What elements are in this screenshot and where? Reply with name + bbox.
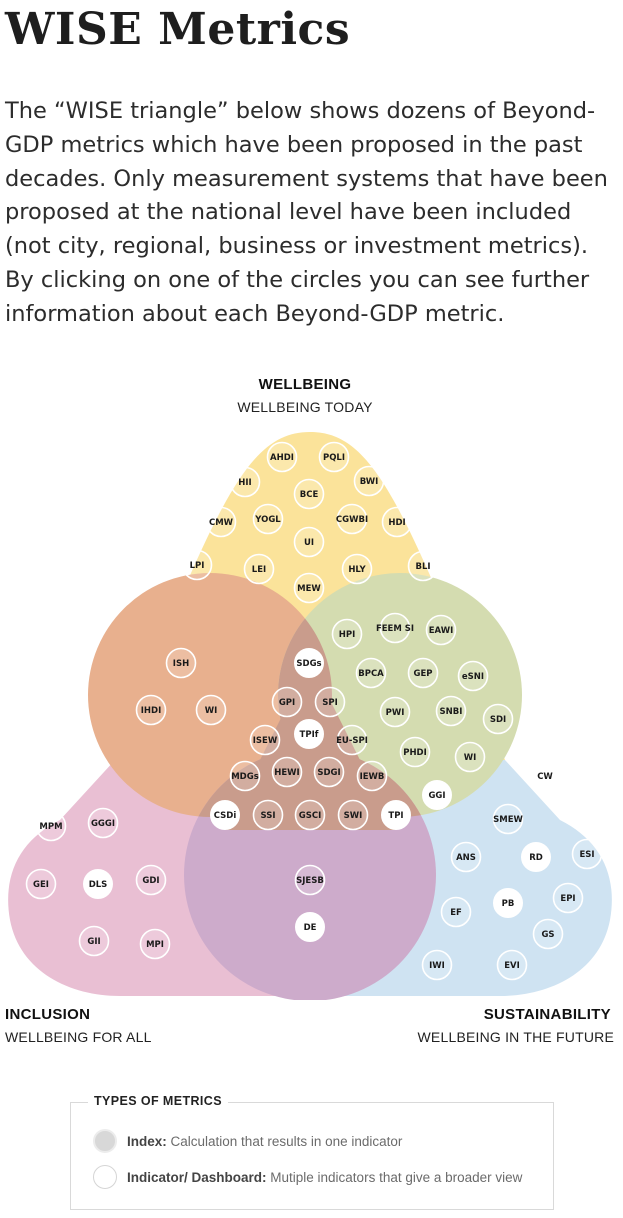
metric-tpif-30[interactable]: TPIf: [294, 719, 324, 749]
metric-bwi-3[interactable]: BWI: [353, 465, 385, 497]
legend-row-index: Index: Calculation that results in one i…: [93, 1127, 402, 1155]
metric-cmw-5[interactable]: CMW: [205, 506, 237, 538]
metric-esi-49[interactable]: ESI: [571, 838, 603, 870]
metric-gep-21[interactable]: GEP: [407, 657, 439, 689]
metric-hly-12[interactable]: HLY: [341, 553, 373, 585]
metric-cgwbi-7[interactable]: CGWBI: [336, 503, 368, 535]
metric-ahdi-0[interactable]: AHDI: [266, 441, 298, 473]
metric-mdgs-36[interactable]: MDGs: [229, 760, 261, 792]
metric-wi-34[interactable]: WI: [454, 741, 486, 773]
metric-ish-18[interactable]: ISH: [165, 647, 197, 679]
legend-dashboard-label: Indicator/ Dashboard:: [127, 1169, 267, 1185]
metric-gggi-48[interactable]: GGGI: [87, 807, 119, 839]
metric-eu-spi-32[interactable]: EU-SPI: [336, 724, 368, 756]
metric-lpi-10[interactable]: LPI: [181, 549, 213, 581]
metric-eawi-17[interactable]: EAWI: [425, 614, 457, 646]
metric-pqli-1[interactable]: PQLI: [318, 441, 350, 473]
metric-sdgi-38[interactable]: SDGI: [313, 756, 345, 788]
metric-lei-11[interactable]: LEI: [243, 553, 275, 585]
metric-bce-4[interactable]: BCE: [293, 478, 325, 510]
metric-esni-22[interactable]: eSNI: [457, 660, 489, 692]
inclusion-subheading: WELLBEING FOR ALL: [5, 1029, 152, 1045]
metric-snbi-28[interactable]: SNBI: [435, 695, 467, 727]
metric-gdi-54[interactable]: GDI: [135, 864, 167, 896]
metric-epi-56[interactable]: EPI: [552, 882, 584, 914]
metric-ggi-40[interactable]: GGI: [422, 780, 452, 810]
legend-index-label: Index:: [127, 1133, 167, 1149]
metric-hpi-15[interactable]: HPI: [331, 618, 363, 650]
metric-sjesb-55[interactable]: SJESB: [294, 864, 326, 896]
page-title: WISE Metrics: [5, 4, 351, 55]
metric-bli-13[interactable]: BLI: [407, 550, 439, 582]
metric-hdi-8[interactable]: HDI: [381, 506, 413, 538]
metric-hii-2[interactable]: HII: [229, 466, 261, 498]
metric-csdi-41[interactable]: CSDi: [210, 800, 240, 830]
metric-ans-50[interactable]: ANS: [450, 841, 482, 873]
metric-ef-58[interactable]: EF: [440, 896, 472, 928]
metric-gei-52[interactable]: GEI: [25, 868, 57, 900]
metric-bpca-20[interactable]: BPCA: [355, 657, 387, 689]
metric-cw-35[interactable]: CW: [529, 760, 561, 792]
metric-sdi-29[interactable]: SDI: [482, 703, 514, 735]
metric-isew-31[interactable]: ISEW: [249, 724, 281, 756]
metric-iwi-63[interactable]: IWI: [421, 949, 453, 981]
metric-pb-57[interactable]: PB: [493, 888, 523, 918]
legend-index-desc: Calculation that results in one indicato…: [166, 1133, 403, 1149]
metric-smew-46[interactable]: SMEW: [492, 803, 524, 835]
index-circle-icon: [93, 1129, 117, 1153]
metric-pwi-27[interactable]: PWI: [379, 696, 411, 728]
legend-dashboard-desc: Mutiple indicators that give a broader v…: [266, 1169, 523, 1185]
legend-box: TYPES OF METRICS Index: Calculation that…: [70, 1094, 554, 1210]
metric-mpi-62[interactable]: MPI: [139, 928, 171, 960]
metric-wi-24[interactable]: WI: [195, 694, 227, 726]
metric-hewi-37[interactable]: HEWI: [271, 756, 303, 788]
metric-gsci-43[interactable]: GSCI: [294, 799, 326, 831]
dashboard-circle-icon: [93, 1165, 117, 1189]
inclusion-heading: INCLUSION: [5, 1006, 91, 1023]
metric-gs-60[interactable]: GS: [532, 918, 564, 950]
metric-de-59[interactable]: DE: [295, 912, 325, 942]
metric-iewb-39[interactable]: IEWB: [356, 760, 388, 792]
wellbeing-subheading: WELLBEING TODAY: [237, 399, 373, 415]
wise-triangle-diagram: AHDI PQLI HII BWI BCE CMW YOGL CGWBI HDI UI LPI LEI…: [8, 432, 612, 1000]
metric-yogl-6[interactable]: YOGL: [252, 503, 284, 535]
metric-mpm-47[interactable]: MPM: [35, 810, 67, 842]
metric-phdi-33[interactable]: PHDI: [399, 736, 431, 768]
legend-row-dashboard: Indicator/ Dashboard: Mutiple indicators…: [93, 1163, 522, 1191]
intro-paragraph: The “WISE triangle” below shows dozens o…: [5, 98, 608, 327]
legend-title: TYPES OF METRICS: [88, 1094, 228, 1108]
metric-sdgs-19[interactable]: SDGs: [294, 648, 324, 678]
metric-rd-51[interactable]: RD: [521, 842, 551, 872]
metric-mew-14[interactable]: MEW: [293, 572, 325, 604]
metric-evi-64[interactable]: EVI: [496, 949, 528, 981]
metric-ssi-42[interactable]: SSI: [252, 799, 284, 831]
sustainability-subheading: WELLBEING IN THE FUTURE: [417, 1029, 614, 1045]
metric-gpi-25[interactable]: GPI: [271, 686, 303, 718]
metric-ui-9[interactable]: UI: [293, 526, 325, 558]
wellbeing-heading: WELLBEING: [258, 376, 352, 393]
metric-swi-44[interactable]: SWI: [337, 799, 369, 831]
metric-dls-53[interactable]: DLS: [83, 869, 113, 899]
metric-tpi-45[interactable]: TPI: [381, 800, 411, 830]
metric-gii-61[interactable]: GII: [78, 925, 110, 957]
sustainability-heading: SUSTAINABILITY: [483, 1006, 611, 1023]
metric-ihdi-23[interactable]: IHDI: [135, 694, 167, 726]
metric-spi-26[interactable]: SPI: [314, 686, 346, 718]
